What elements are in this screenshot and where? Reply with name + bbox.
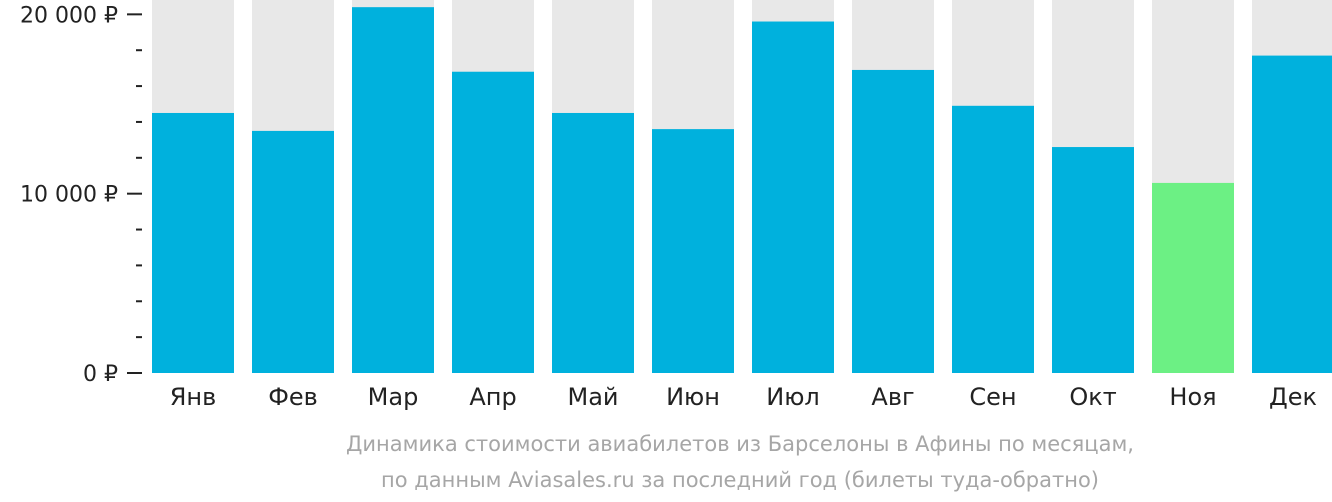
bars	[152, 0, 1332, 374]
price-bar-chart: 0 ₽ 10 000 ₽ 20 000 ₽ Янв Фев Мар Апр Май Июн Ию…	[20, 0, 1332, 411]
x-axis: Янв Фев Мар Апр Май Июн Июл Авг Сен Окт Ноя Дек	[170, 383, 1317, 411]
bar[interactable]	[552, 112, 634, 374]
x-tick-label: Май	[567, 383, 618, 411]
bar[interactable]	[452, 71, 534, 373]
x-tick-label: Дек	[1269, 383, 1317, 411]
y-axis: 0 ₽ 10 000 ₽ 20 000 ₽	[20, 3, 142, 387]
x-tick-label: Апр	[469, 383, 516, 411]
bar[interactable]	[152, 112, 234, 374]
bar[interactable]	[1052, 147, 1134, 373]
bar[interactable]	[752, 21, 834, 374]
x-tick-label: Ноя	[1169, 383, 1216, 411]
x-tick-label: Фев	[268, 383, 318, 411]
x-tick-label: Июн	[666, 383, 720, 411]
bar[interactable]	[252, 130, 334, 373]
x-tick-label: Сен	[969, 383, 1016, 411]
bar[interactable]	[352, 7, 434, 374]
bar[interactable]	[952, 105, 1034, 373]
y-tick-label: 20 000 ₽	[20, 3, 118, 28]
x-tick-label: Авг	[871, 383, 914, 411]
bar[interactable]	[1152, 182, 1234, 373]
caption-line-1: Динамика стоимости авиабилетов из Барсел…	[346, 432, 1134, 456]
x-tick-label: Янв	[170, 383, 217, 411]
caption-line-2: по данным Aviasales.ru за последний год …	[381, 468, 1099, 492]
bar[interactable]	[1252, 55, 1332, 374]
x-tick-label: Июл	[766, 383, 820, 411]
y-tick-label: 0 ₽	[83, 362, 118, 387]
bar[interactable]	[652, 129, 734, 373]
x-tick-label: Мар	[368, 383, 419, 411]
bar[interactable]	[852, 69, 934, 373]
y-tick-label: 10 000 ₽	[20, 183, 118, 208]
x-tick-label: Окт	[1069, 383, 1116, 411]
